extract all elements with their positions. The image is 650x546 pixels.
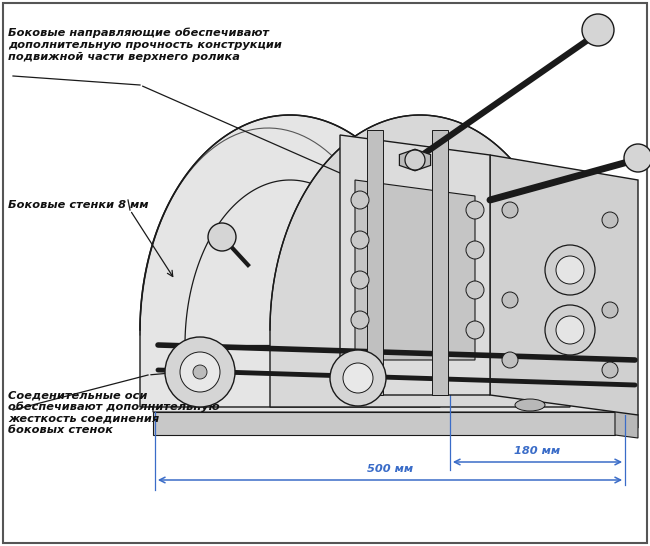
Circle shape	[466, 281, 484, 299]
Circle shape	[466, 321, 484, 339]
Text: Боковые стенки 8 мм: Боковые стенки 8 мм	[8, 200, 148, 210]
Circle shape	[545, 245, 595, 295]
Circle shape	[165, 337, 235, 407]
Circle shape	[330, 350, 386, 406]
Circle shape	[502, 202, 518, 218]
Polygon shape	[270, 115, 570, 407]
Polygon shape	[615, 395, 638, 438]
Circle shape	[343, 363, 373, 393]
Ellipse shape	[515, 399, 545, 411]
Circle shape	[466, 201, 484, 219]
Circle shape	[351, 231, 369, 249]
Polygon shape	[153, 395, 638, 428]
Circle shape	[351, 271, 369, 289]
Bar	[432, 130, 448, 395]
Text: 500 мм: 500 мм	[367, 464, 413, 474]
Circle shape	[193, 365, 207, 379]
Circle shape	[582, 14, 614, 46]
Polygon shape	[399, 149, 430, 171]
Polygon shape	[340, 135, 490, 395]
Circle shape	[556, 256, 584, 284]
Circle shape	[405, 150, 425, 170]
Circle shape	[602, 212, 618, 228]
Text: 180 мм: 180 мм	[514, 446, 560, 456]
Circle shape	[556, 316, 584, 344]
Polygon shape	[153, 412, 615, 435]
Circle shape	[351, 191, 369, 209]
Circle shape	[502, 352, 518, 368]
Circle shape	[208, 223, 236, 251]
Circle shape	[602, 302, 618, 318]
Polygon shape	[140, 115, 440, 407]
Polygon shape	[355, 180, 475, 360]
Circle shape	[624, 144, 650, 172]
Circle shape	[545, 305, 595, 355]
Text: Соеденительные оси
обеспечивают дополнительную
жесткость соединения
боковых стен: Соеденительные оси обеспечивают дополнит…	[8, 390, 220, 435]
Circle shape	[180, 352, 220, 392]
Circle shape	[602, 362, 618, 378]
Circle shape	[466, 241, 484, 259]
Polygon shape	[490, 155, 638, 415]
Circle shape	[502, 292, 518, 308]
Bar	[367, 130, 383, 395]
Text: Боковые направляющие обеспечивают
дополнительную прочность конструкции
подвижной: Боковые направляющие обеспечивают дополн…	[8, 28, 282, 62]
Circle shape	[351, 311, 369, 329]
